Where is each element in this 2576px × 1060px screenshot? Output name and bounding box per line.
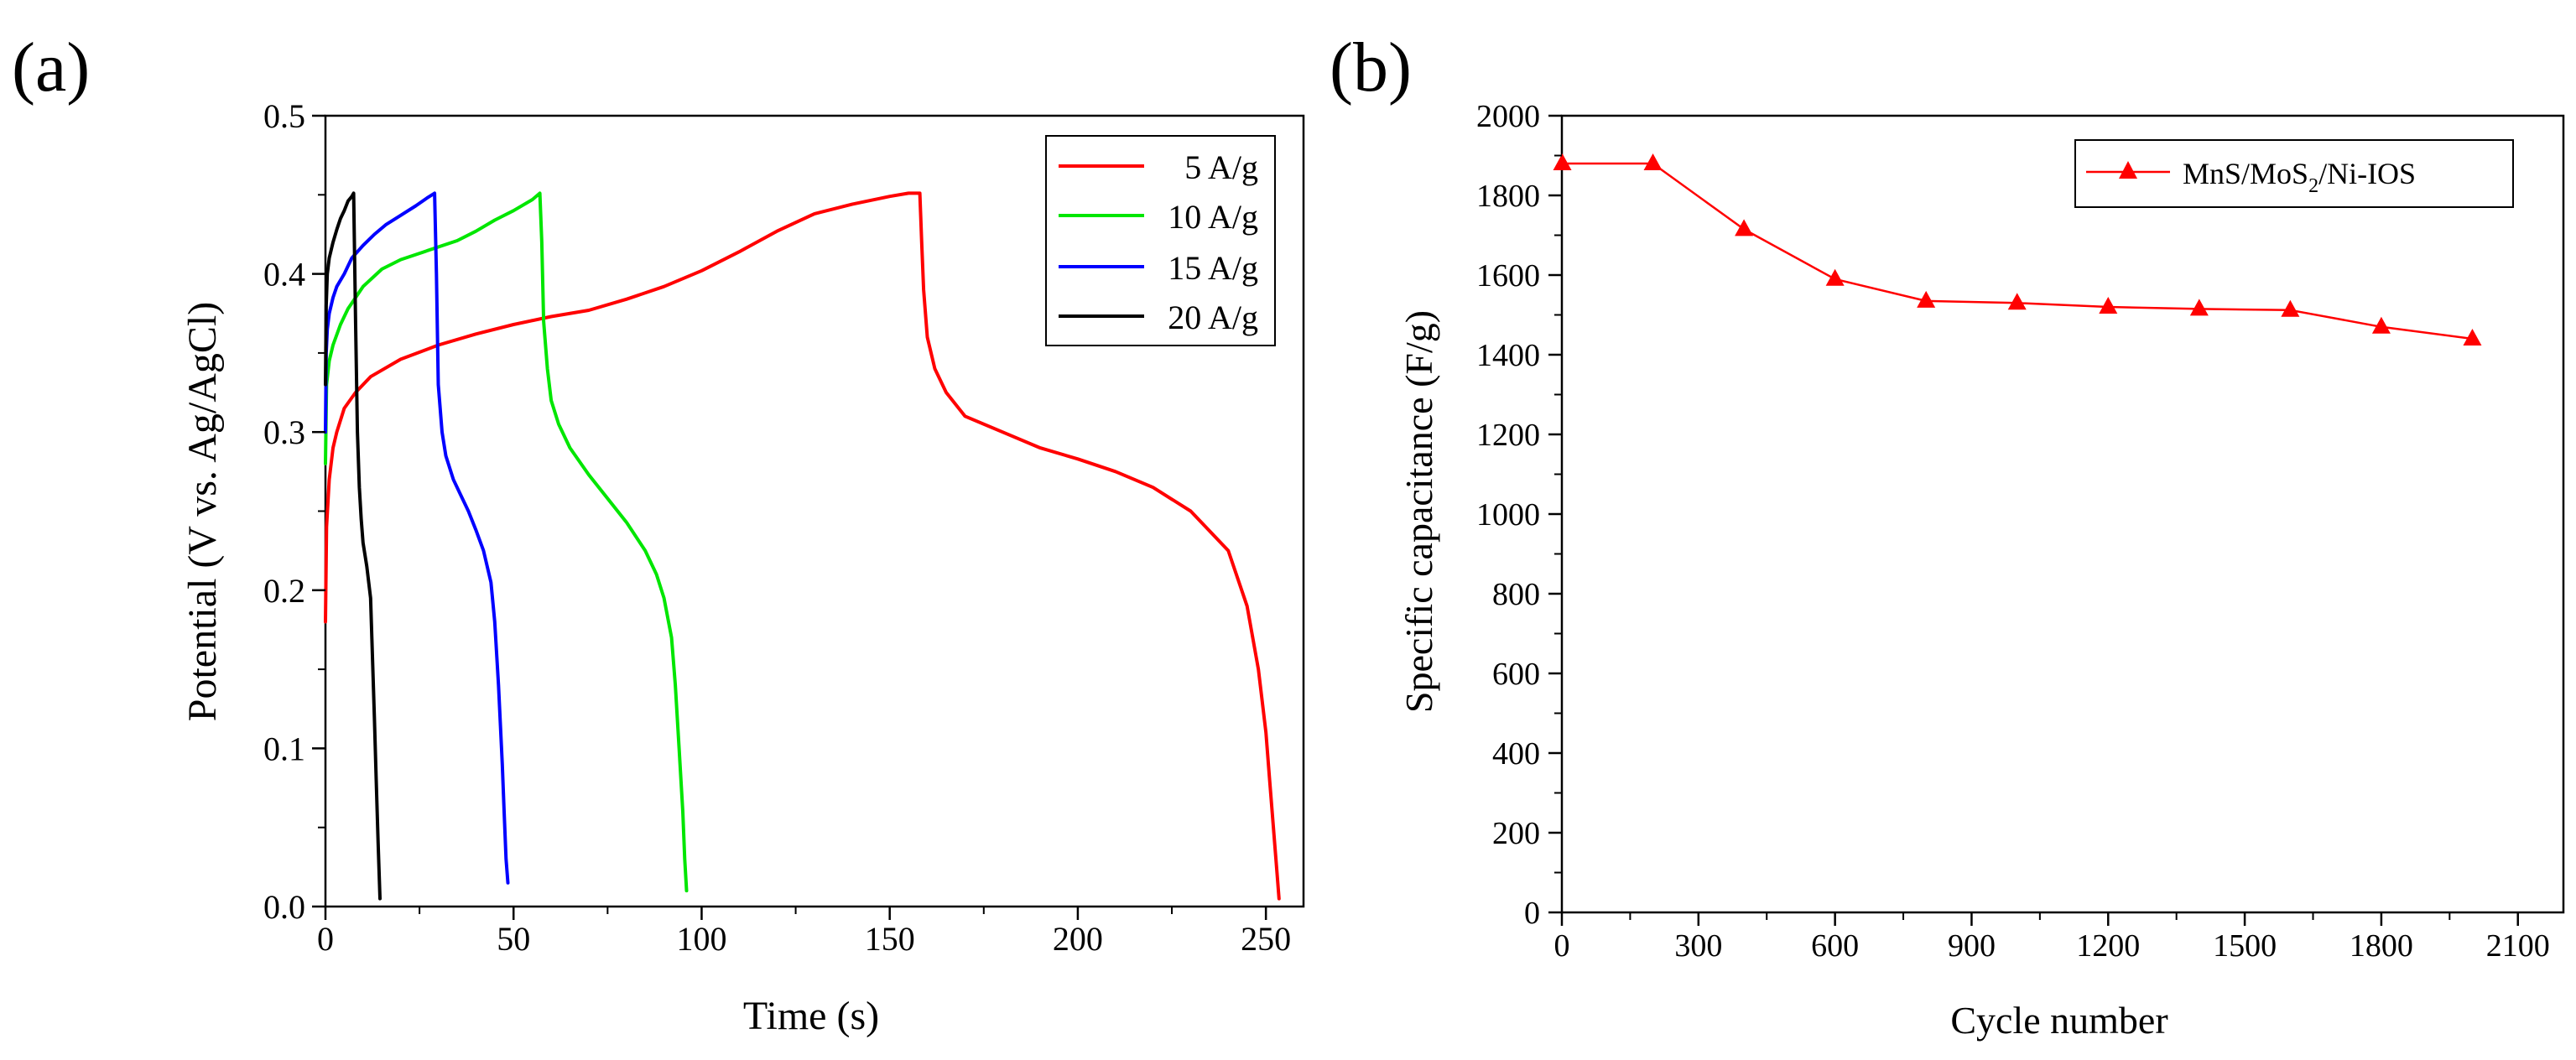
x-tick-b-label-600: 600 [1811,928,1859,964]
x-tick-b-label-2100: 2100 [2486,928,2550,964]
y-tick-a-label-0.1: 0.1 [263,730,305,767]
legend-label-part-1: MnS/MoS [2183,157,2308,190]
y-tick-b-label-1200: 1200 [1476,418,1540,453]
y-tick-b-label-1800: 1800 [1476,179,1540,214]
x-tick-a-label-0: 0 [317,920,334,958]
data-point-mns-mos2-ni-ios-0 [1553,153,1572,170]
data-point-mns-mos2-ni-ios-9 [2371,316,2391,334]
x-tick-a-label-50: 50 [497,920,530,958]
y-tick-b-label-1000: 1000 [1476,497,1540,533]
data-point-mns-mos2-ni-ios-1 [1643,153,1663,170]
legend-label-5ag: 5 A/g [1184,148,1258,186]
panel-b-x-axis-label: Cycle number [1950,999,2167,1042]
legend-label-part-3: /Ni-IOS [2318,157,2416,190]
series-line-15-a-g [324,191,510,885]
data-point-mns-mos2-ni-ios-6 [2099,297,2118,314]
x-tick-b-label-1500: 1500 [2213,928,2277,964]
legend-label-mns-mos2-ni-ios: MnS/MoS2/Ni-IOS [2183,157,2416,197]
x-tick-b-label-300: 300 [1674,928,1722,964]
data-point-mns-mos2-ni-ios-5 [2007,293,2027,310]
panel-b-axes-frame [1560,114,2565,914]
y-tick-a-label-0.5: 0.5 [263,97,305,135]
legend-marker-triangle [2119,161,2137,179]
panel-a-series-group [324,191,1281,901]
y-tick-b-label-2000: 2000 [1476,99,1540,134]
data-point-mns-mos2-ni-ios-7 [2189,299,2209,316]
y-tick-b-label-400: 400 [1492,736,1540,772]
x-tick-b-label-900: 900 [1948,928,1996,964]
y-tick-b-label-1600: 1600 [1476,258,1540,294]
panel-b-label: (b) [1330,29,1412,107]
panel-b-legend: MnS/MoS2/Ni-IOS [2074,139,2514,208]
panel-a-label: (a) [12,29,90,107]
y-tick-a-label-0.3: 0.3 [263,413,305,451]
y-tick-b-label-0: 0 [1524,896,1540,931]
x-tick-b-label-1200: 1200 [2076,928,2140,964]
data-point-mns-mos2-ni-ios-4 [1917,290,1936,308]
data-point-mns-mos2-ni-ios-10 [2463,329,2482,346]
panel-a-ticks: 0 50 100 150 200 250 0.0 0.1 0.2 0.3 0.4 0.5 [263,97,1291,958]
y-tick-a-label-0.4: 0.4 [263,256,305,294]
panel-b-legend-box [2074,139,2514,208]
y-tick-a-label-0.0: 0.0 [263,888,305,926]
legend-label-15ag: 15 A/g [1168,249,1258,287]
panel-b-y-axis-label: Specific capacitance (F/g) [1397,310,1440,713]
y-tick-b-label-800: 800 [1492,577,1540,612]
legend-label-subscript: 2 [2308,175,2318,197]
panel-a-legend-box [1045,135,1276,346]
y-tick-b-label-1400: 1400 [1476,338,1540,373]
series-line-5-a-g [324,191,1281,901]
x-tick-a-label-100: 100 [676,920,726,958]
y-tick-b-label-200: 200 [1492,816,1540,851]
legend-label-20ag: 20 A/g [1168,299,1258,336]
panel-b-ticks: 0 300 600 900 1200 1500 1800 210002004006008001… [1476,99,2550,964]
data-point-mns-mos2-ni-ios-8 [2281,299,2300,317]
panel-a-y-axis-label: Potential (V vs. Ag/AgCl) [180,302,225,721]
panel-a-x-axis-label: Time (s) [743,994,879,1038]
x-tick-b-label-0: 0 [1554,928,1570,964]
panel-a-legend: 5 A/g 10 A/g 15 A/g 20 A/g [1045,135,1276,346]
data-point-mns-mos2-ni-ios-3 [1825,268,1845,286]
panel-b: (b) 0 300 600 900 1200 1500 1800 21000200400600… [1330,29,2565,1042]
panel-a-plot-area: 0 50 100 150 200 250 0.0 0.1 0.2 0.3 0.4 0.5 [263,97,1305,958]
x-tick-a-label-250: 250 [1241,920,1291,958]
legend-label-10ag: 10 A/g [1168,198,1258,236]
y-tick-a-label-0.2: 0.2 [263,572,305,610]
x-tick-a-label-150: 150 [865,920,915,958]
panel-b-plot-area: 0 300 600 900 1200 1500 1800 210002004006008001… [1476,99,2565,964]
y-tick-b-label-600: 600 [1492,657,1540,692]
x-tick-a-label-200: 200 [1053,920,1103,958]
series-line-20-a-g [324,191,382,901]
x-tick-b-label-1800: 1800 [2350,928,2413,964]
panel-a: (a) 0 50 100 150 200 250 0.0 0.1 0.2 0.3 0.4 0.5 Ti… [12,29,1305,1038]
panel-b-series-group [1553,153,2482,346]
data-point-mns-mos2-ni-ios-2 [1735,219,1754,236]
